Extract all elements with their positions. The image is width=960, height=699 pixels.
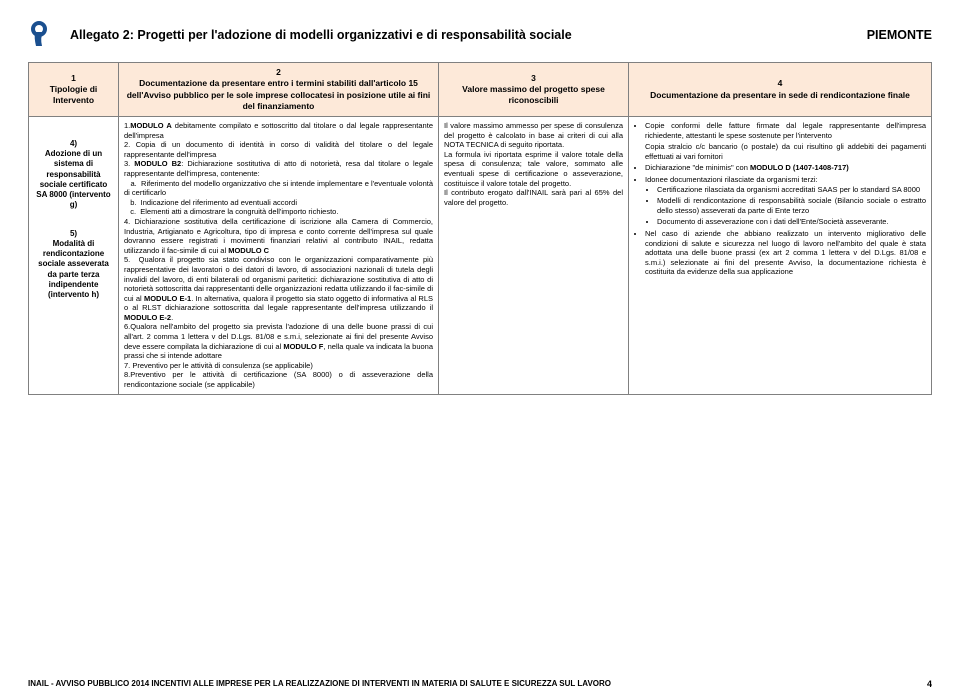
page-footer: INAIL - AVVISO PUBBLICO 2014 INCENTIVI A…	[28, 679, 932, 689]
col1-header: 1 Tipologie di Intervento	[29, 63, 119, 117]
col4-header: 4 Documentazione da presentare in sede d…	[629, 63, 932, 117]
page-header: Allegato 2: Progetti per l'adozione di m…	[28, 18, 932, 52]
page-number: 4	[927, 679, 932, 689]
doc-title: Allegato 2: Progetti per l'adozione di m…	[70, 28, 867, 42]
col2-header: 2 Documentazione da presentare entro i t…	[119, 63, 439, 117]
header-row: 1 Tipologie di Intervento 2 Documentazio…	[29, 63, 932, 117]
col3-header: 3 Valore massimo del progetto spese rico…	[439, 63, 629, 117]
region-label: PIEMONTE	[867, 28, 932, 42]
col4-cell: Copie conformi delle fatture firmate dal…	[629, 117, 932, 395]
footer-text: INAIL - AVVISO PUBBLICO 2014 INCENTIVI A…	[28, 679, 611, 689]
col3-cell: Il valore massimo ammesso per spese di c…	[439, 117, 629, 395]
inail-logo	[28, 18, 62, 52]
main-table: 1 Tipologie di Intervento 2 Documentazio…	[28, 62, 932, 395]
row-type-cell: 4) Adozione di un sistema di responsabil…	[29, 117, 119, 395]
data-row: 4) Adozione di un sistema di responsabil…	[29, 117, 932, 395]
col2-cell: 1.MODULO A debitamente compilato e sotto…	[119, 117, 439, 395]
